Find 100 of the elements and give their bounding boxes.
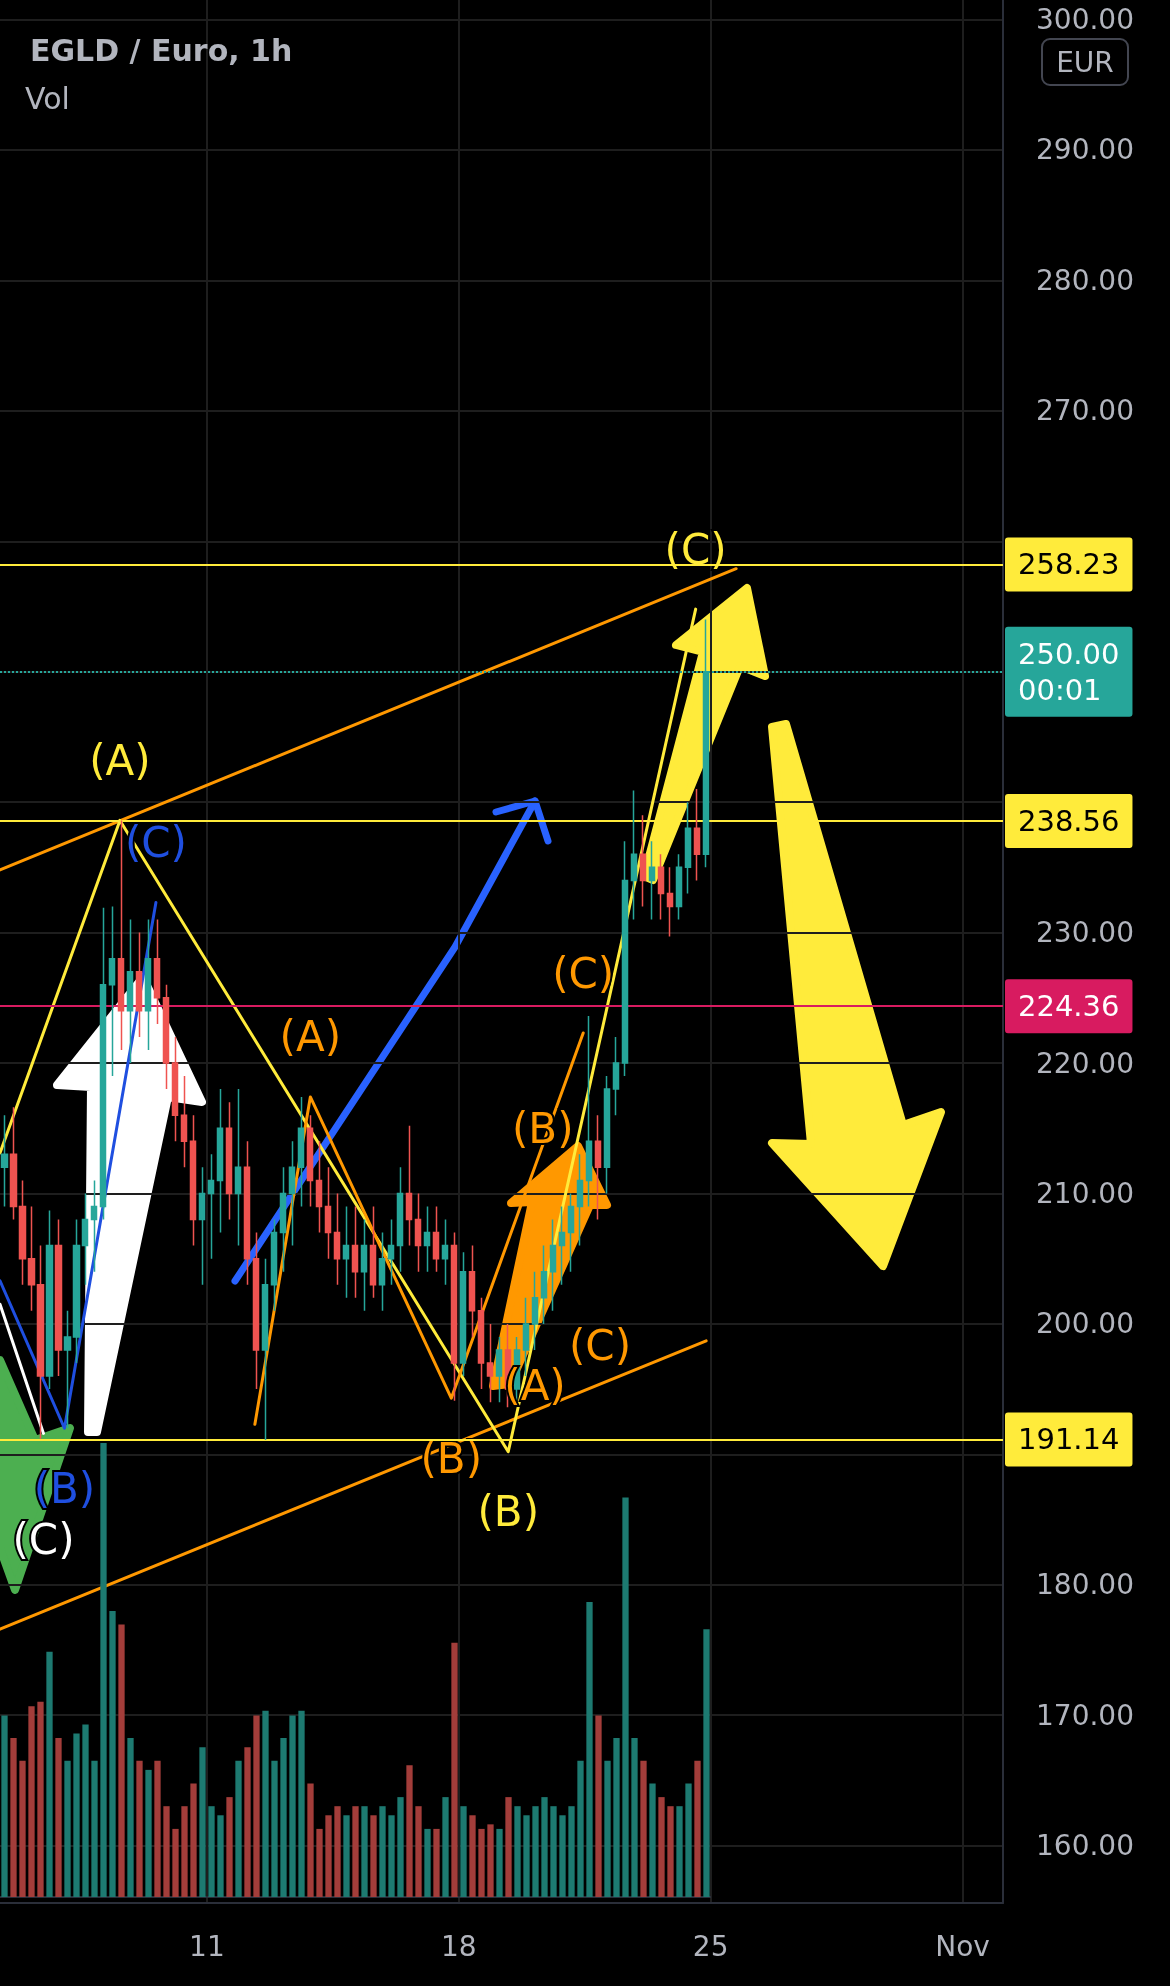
bar (532, 1806, 539, 1897)
candlestick (243, 1140, 251, 1286)
candlestick (117, 819, 125, 1051)
candlestick (234, 1088, 242, 1247)
bar (154, 1760, 161, 1897)
bar (1, 1715, 8, 1897)
bar (37, 1701, 44, 1897)
candlestick (567, 1192, 575, 1273)
candlestick (333, 1192, 341, 1286)
bar (19, 1760, 26, 1897)
candlestick (657, 853, 665, 921)
bar (424, 1828, 431, 1897)
bar (586, 1601, 593, 1897)
bar (361, 1806, 368, 1897)
candlestick (225, 1101, 233, 1221)
bar (334, 1806, 341, 1897)
bar (370, 1815, 377, 1897)
y-tick-label: 280.00 (1036, 263, 1134, 297)
bar (703, 1629, 710, 1897)
y-tick-label: 290.00 (1036, 133, 1134, 167)
bar (91, 1760, 98, 1897)
candlestick (360, 1218, 368, 1312)
bar (217, 1815, 224, 1897)
bar (109, 1610, 116, 1897)
candlestick (54, 1218, 63, 1377)
candlestick (315, 1140, 323, 1234)
bar (253, 1715, 260, 1897)
candlestick (288, 1140, 296, 1247)
bar (397, 1797, 404, 1897)
bar (145, 1769, 152, 1897)
bar (451, 1642, 458, 1897)
bar (262, 1710, 269, 1897)
bar (676, 1806, 683, 1897)
bar (541, 1797, 548, 1897)
candlestick (693, 788, 701, 882)
candlestick (207, 1153, 215, 1260)
y-tick-label: 210.00 (1036, 1176, 1134, 1210)
text: EGLD / Euro, 1h (30, 32, 293, 68)
bar (577, 1760, 584, 1897)
candlestick (675, 853, 683, 921)
candlestick (81, 1192, 89, 1286)
bar (469, 1815, 476, 1897)
y-tick-label: 300.00 (1036, 3, 1134, 37)
bar (181, 1806, 188, 1897)
x-tick-label: Nov (935, 1929, 990, 1963)
ref-line-label: 238.56 (1018, 803, 1120, 838)
candlestick (531, 1270, 539, 1351)
bar (235, 1760, 242, 1897)
candlestick (306, 1114, 314, 1208)
y-axis-title: EUR (1056, 45, 1114, 79)
bar (64, 1760, 71, 1897)
bar (595, 1715, 602, 1897)
y-tick-label: 220.00 (1036, 1046, 1134, 1080)
candlestick (171, 1036, 179, 1143)
bar (685, 1783, 692, 1897)
bar (136, 1760, 143, 1897)
candlestick (324, 1166, 332, 1260)
candlestick (387, 1218, 395, 1286)
annotation: (C) (568, 1320, 632, 1370)
ref-line-label: 191.14 (1018, 1422, 1120, 1457)
candlestick (666, 866, 674, 938)
bar (379, 1806, 386, 1897)
bar (496, 1828, 503, 1897)
candlestick (405, 1124, 413, 1247)
candlestick (459, 1251, 467, 1377)
bar (550, 1806, 557, 1897)
candlestick (414, 1192, 422, 1273)
bar (694, 1760, 701, 1897)
bar (352, 1806, 359, 1897)
x-tick-label: 11 (189, 1929, 225, 1963)
candlestick (18, 1179, 27, 1286)
candlestick (432, 1205, 440, 1273)
bar (199, 1747, 206, 1897)
bar (433, 1828, 440, 1897)
data-label: (B) (420, 1433, 483, 1483)
bar (172, 1828, 179, 1897)
data-label: (C) (552, 948, 615, 998)
x-tick-label: 25 (692, 1929, 729, 1963)
candlestick (540, 1244, 548, 1325)
bar (415, 1806, 422, 1897)
candlestick (144, 918, 152, 1051)
candlestick (9, 1106, 18, 1221)
bar (568, 1806, 575, 1897)
candlestick (486, 1323, 494, 1403)
candlestick (621, 840, 629, 1077)
bar (244, 1747, 251, 1897)
x-tick-label: 18 (440, 1929, 477, 1963)
bar (73, 1733, 80, 1897)
bar (190, 1783, 197, 1897)
candlestick (108, 905, 116, 1077)
bar (604, 1760, 611, 1897)
candlestick (153, 918, 161, 1025)
bar (127, 1738, 134, 1897)
candlestick (441, 1218, 449, 1286)
candlestick (576, 1153, 584, 1247)
bar (343, 1815, 350, 1897)
candlestick (468, 1244, 476, 1338)
bar (55, 1738, 62, 1897)
bar (298, 1710, 305, 1897)
candlestick (270, 1218, 278, 1312)
